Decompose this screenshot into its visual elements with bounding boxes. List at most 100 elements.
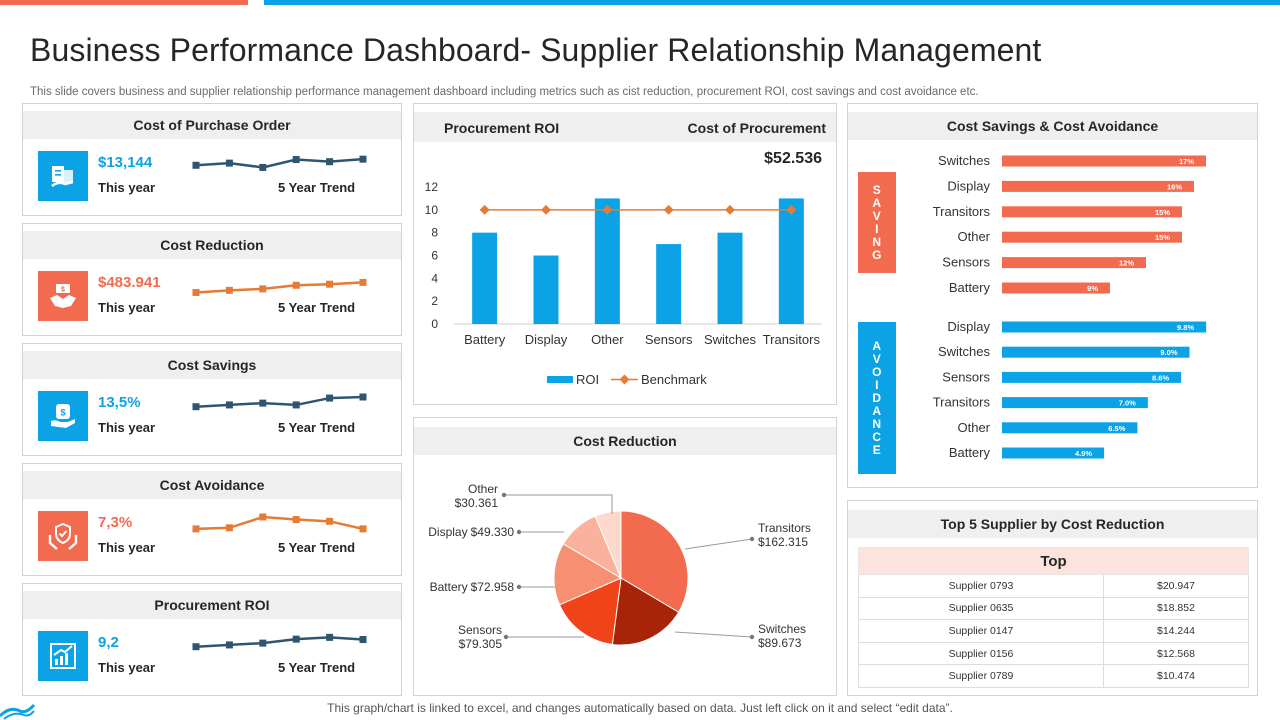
pie-slice <box>620 510 689 613</box>
vertical-letter: D <box>872 390 882 405</box>
vertical-letter: I <box>875 221 879 236</box>
kpi-card: Cost Avoidance 7,3% This year 5 Year Trend <box>22 463 402 576</box>
sparkline-point <box>292 156 300 164</box>
kpi-value: 9,2 <box>98 634 119 651</box>
y-tick-label: 12 <box>425 180 439 194</box>
bar-value-label: 7.0% <box>1119 399 1136 408</box>
pie-leader-dot <box>516 529 522 535</box>
sparkline-point <box>326 633 334 641</box>
vertical-letter: V <box>872 351 882 366</box>
kpi-trend-sparkline <box>192 393 367 411</box>
vertical-letter: A <box>872 195 882 210</box>
sparkline-point <box>359 278 367 286</box>
bar-category-label: Switches <box>938 153 991 168</box>
sparkline-point <box>359 155 367 163</box>
bar-value-label: 6.5% <box>1108 424 1125 433</box>
kpi-trend-sparkline <box>192 278 367 296</box>
top-supplier-title: Top 5 Supplier by Cost Reduction <box>848 510 1257 538</box>
bar-category-label: Battery <box>949 445 991 460</box>
bar-value-label: 17% <box>1179 157 1194 166</box>
sparkline-point <box>359 525 367 533</box>
pie-leader-line <box>504 494 613 514</box>
x-category-label: Switches <box>704 332 757 347</box>
kpi-period-label: This year <box>98 540 156 555</box>
sparkline-point <box>326 280 334 288</box>
supplier-name: Supplier 0156 <box>858 641 1104 666</box>
pie-slice-name: Transitors <box>758 521 811 535</box>
pie-slice-name: Sensors <box>458 623 502 637</box>
sparkline-point <box>225 286 233 294</box>
cost-reduction-panel: Cost Reduction Transitors $162.315 Switche… <box>413 417 837 696</box>
company-logo-icon <box>0 703 36 720</box>
horizontal-bar <box>1002 206 1182 218</box>
vertical-letter: O <box>872 364 882 379</box>
page-title: Business Performance Dashboard- Supplier… <box>30 32 1042 68</box>
vertical-letter: S <box>872 182 882 197</box>
legend-roi-label: ROI <box>576 372 599 387</box>
shield-hands-icon <box>38 511 88 561</box>
top-accent-bar-orange <box>0 0 248 5</box>
kpi-value: 7,3% <box>98 514 133 531</box>
savings-avoidance-bar-chart: Switches 17% Display 16% Transitors 15% Other 1… <box>933 153 1207 460</box>
pie-leader-line <box>674 631 753 638</box>
supplier-amount: $18.852 <box>1102 596 1250 621</box>
sparkline-path <box>195 636 364 648</box>
growth-chart-icon <box>38 631 88 681</box>
bar-category-label: Display <box>947 319 990 334</box>
sparkline-point <box>292 281 300 289</box>
sparkline-point <box>225 641 233 649</box>
x-category-label: Display <box>525 332 568 347</box>
sparkline-point <box>225 524 233 532</box>
legend-roi-swatch <box>547 376 573 383</box>
supplier-table: Top Supplier 0793 $20.947 Supplier 0635 $18… <box>858 547 1250 688</box>
cost-of-procurement-value: $52.536 <box>764 150 822 167</box>
bar-value-label: 15% <box>1155 233 1170 242</box>
table-row: Supplier 0793 $20.947 <box>858 574 1250 598</box>
top-supplier-panel: Top 5 Supplier by Cost Reduction Top Sup… <box>847 500 1258 696</box>
kpi-trend-label: 5 Year Trend <box>278 300 356 315</box>
roi-bar <box>778 198 804 324</box>
supplier-amount: $10.474 <box>1102 664 1250 688</box>
pie-slice-value: $79.305 <box>459 637 503 651</box>
pie-slice-value: $89.673 <box>758 636 802 650</box>
pie-slice-name: Display <box>428 525 467 539</box>
kpi-trend-sparkline <box>192 633 367 651</box>
vertical-letter: A <box>872 403 882 418</box>
pie-leader-dot <box>749 536 755 542</box>
pie-slice-value: $30.361 <box>455 496 499 510</box>
pie-slice <box>558 577 622 645</box>
purchase-order-icon <box>38 151 88 201</box>
sparkline-point <box>225 159 233 167</box>
pie-slice-value: $162.315 <box>758 535 808 549</box>
x-category-label: Other <box>591 332 624 347</box>
y-tick-label: 6 <box>431 249 438 263</box>
bar-value-label: 8.6% <box>1152 373 1169 382</box>
table-row: Supplier 0635 $18.852 <box>858 596 1250 621</box>
y-tick-label: 0 <box>431 317 438 331</box>
horizontal-bar <box>1002 346 1190 358</box>
page-subtitle: This slide covers business and supplier … <box>30 86 979 98</box>
vertical-letter: A <box>872 338 882 353</box>
sparkline-point <box>359 393 367 401</box>
pie-slice-value: $49.330 <box>471 525 515 539</box>
supplier-name: Supplier 0147 <box>858 619 1104 643</box>
sparkline-point <box>225 401 233 409</box>
bar-category-label: Switches <box>938 344 991 359</box>
horizontal-bar <box>1002 257 1146 269</box>
vertical-letter: V <box>872 208 882 223</box>
kpi-card: Procurement ROI 9,2 This year 5 Year Trend <box>22 583 402 696</box>
vertical-letter: I <box>875 377 879 392</box>
kpi-value: $483.941 <box>98 274 161 291</box>
roi-panel-header <box>414 112 836 142</box>
cost-reduction-pie-title: Cost Reduction <box>414 427 836 455</box>
horizontal-bar <box>1002 282 1110 294</box>
pie-label: Battery $72.958 <box>430 580 515 594</box>
supplier-name: Supplier 0789 <box>858 664 1104 688</box>
savings-avoidance-title: Cost Savings & Cost Avoidance <box>848 112 1257 140</box>
sparkline-point <box>192 525 200 533</box>
bar-category-label: Other <box>957 229 990 244</box>
pie-slice-value: $72.958 <box>471 580 515 594</box>
sparkline-point <box>259 639 267 647</box>
